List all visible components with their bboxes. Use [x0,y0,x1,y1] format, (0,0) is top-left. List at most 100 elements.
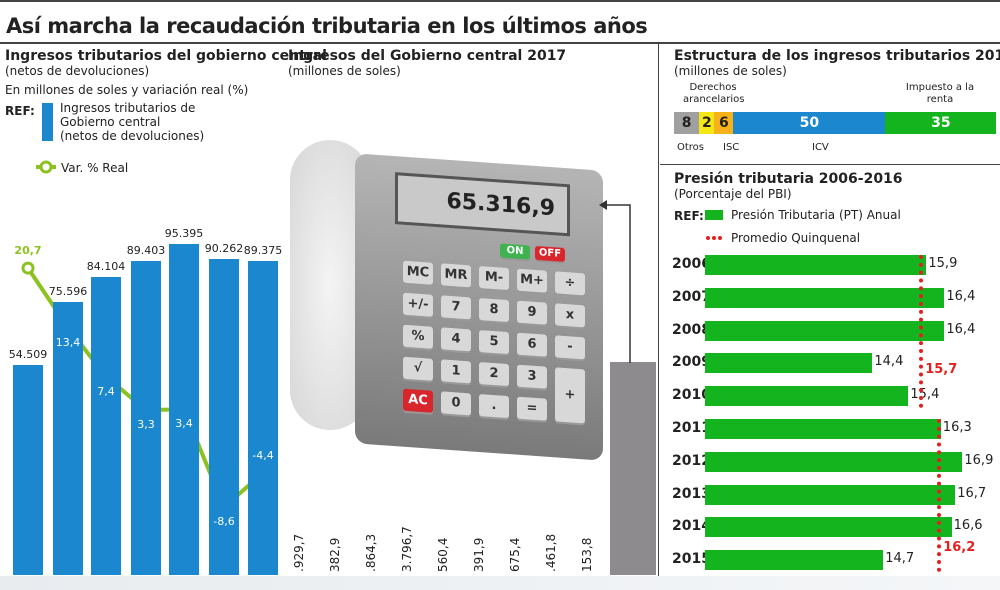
pressure-title: Presión tributaria 2006-2016 [674,171,903,187]
segment-label: ICV [812,142,829,153]
year-label: 2012 [672,452,711,469]
calculator: 65.316,9 ON OFF MC MR M- M+ ÷ +/- 7 8 9 x% 4 5 6- √ 1 2… [355,153,603,461]
var-real-label: 3,3 [137,418,155,432]
calculator-key: 2 [479,362,509,387]
segment-1: 2 [699,112,715,134]
segment-0: 8 [674,112,700,134]
revenue-bar-label: 54.509 [8,347,48,361]
calculator-key: +/- [403,292,433,317]
pressure-bar [705,320,945,341]
monthly-value: 391,9 [472,537,486,572]
middle-subtitle: (millones de soles) [288,64,401,78]
var-real-label: 3,4 [175,417,193,431]
legend-bar-swatch [42,103,53,141]
var-real-label: -4,4 [252,448,274,462]
segment-label: Impuesto a la renta [905,82,975,105]
pressure-bar [705,287,945,308]
segment-4: 35 [885,112,997,134]
pressure-bar [705,255,927,275]
revenue-bar [53,302,83,575]
average-label: 15,7 [925,362,958,377]
var-real-label: 13,4 [55,335,81,349]
year-label: 2014 [672,518,711,535]
calculator-key: M+ [517,268,547,293]
left-ref: REF: [5,104,35,118]
year-label: 2010 [672,387,711,404]
calculator-key: MC [403,260,433,285]
arrow-icon [599,200,631,363]
year-label: 2015 [672,551,711,568]
revenue-bar [91,277,121,575]
average-line [919,255,924,409]
monthly-value: .929,7 [292,533,306,572]
calculator-key: - [555,335,585,360]
segment-3: 50 [733,112,886,134]
calculator-key: x [555,303,585,328]
calculator-key: 0 [441,391,471,416]
calculator-key: 4 [441,327,471,352]
revenue-bar-label: 89.403 [126,244,166,258]
calculator-key: 6 [517,332,547,357]
calculator-key: √ [403,356,433,381]
pressure-value: 15,9 [928,256,958,271]
calculator-keypad: MC MR M- M+ ÷ +/- 7 8 9 x% 4 5 6- √ 1 2 3 + AC 0. = [355,153,603,424]
year-label: 2007 [672,288,711,305]
left-subtitle: (netos de devoluciones) [5,64,150,78]
legend-pt-label: Presión Tributaria (PT) Anual [731,208,901,222]
pressure-value: 14,7 [885,551,915,567]
right-divider [660,164,1000,165]
calculator-key: 3 [517,364,547,389]
pressure-bar [705,517,952,538]
calculator-key: 5 [479,330,509,355]
calculator-key: M- [479,266,509,291]
monthly-value: .864,3 [364,533,378,572]
var-real-label: 20,7 [14,244,42,258]
calculator-key: + [555,367,585,424]
pressure-bar [705,419,941,439]
year-label: 2006 [672,256,711,272]
calculator-key: 9 [517,300,547,325]
top-rule [0,0,1000,2]
calculator-key: 1 [441,359,471,384]
legend-line-label: Var. % Real [61,161,129,175]
middle-title: Ingresos del Gobierno central 2017 [288,48,567,64]
monthly-value: 560,4 [436,537,450,572]
left-units: En millones de soles y variación real (%… [5,83,249,97]
segment-label: Derechos arancelarios [683,82,745,105]
bottom-band [0,576,1000,590]
average-label: 16,2 [943,540,976,555]
revenue-bar-label: 75.596 [48,285,88,299]
pressure-value: 15,4 [910,387,940,403]
legend-line-3: (netos de devoluciones) [60,129,205,143]
revenue-bar [209,258,239,575]
structure-subtitle: (millones de soles) [674,64,787,78]
monthly-value: 675,4 [508,537,522,572]
segment-2: 6 [714,112,734,134]
monthly-value: .461,8 [544,533,558,572]
revenue-bar-label: 90.262 [204,241,244,255]
legend-avg-swatch [706,236,722,240]
page-title: Así marcha la recaudación tributaria en … [6,14,648,38]
calculator-key: MR [441,263,471,288]
off-key: OFF [535,245,565,263]
pressure-value: 16,3 [942,420,972,435]
on-key: ON [500,243,530,260]
year-label: 2009 [672,354,711,371]
column-divider [658,44,659,590]
left-title: Ingresos tributarios del gobierno centra… [5,48,327,64]
var-real-point [21,261,35,275]
legend-pt-swatch [705,210,723,220]
year-label: 2011 [672,420,711,436]
pressure-bar [705,451,963,472]
calculator-key: ÷ [555,271,585,296]
pressure-value: 16,7 [957,485,987,501]
revenue-bar [131,261,161,575]
legend-line-1: Ingresos tributarios de [60,101,196,115]
calculator-display: 65.316,9 [395,172,570,237]
legend-avg-label: Promedio Quinquenal [731,231,861,245]
revenue-bar-label: 89.375 [243,244,283,258]
structure-title: Estructura de los ingresos tributarios 2… [674,48,1000,64]
revenue-bar [248,261,278,575]
year-label: 2013 [672,485,711,502]
var-real-label: -8,6 [213,515,235,529]
